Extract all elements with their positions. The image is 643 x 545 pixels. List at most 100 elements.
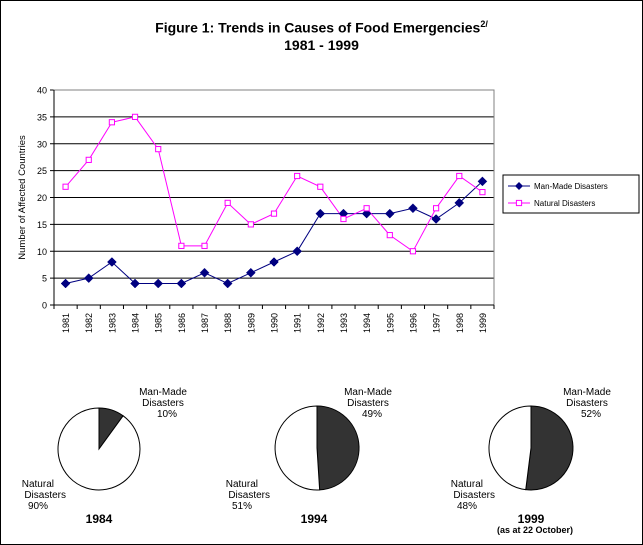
man-made-data-point (292, 246, 303, 257)
figure-title-text: Figure 1: Trends in Causes of Food Emerg… (155, 19, 481, 36)
y-tick-label: 35 (37, 112, 47, 122)
y-tick-label: 5 (42, 274, 47, 284)
pie-percent-man-made: 52% (581, 409, 601, 420)
y-tick-label: 30 (37, 139, 47, 149)
man-made-data-point (222, 278, 233, 289)
y-tick-label: 10 (37, 247, 47, 257)
pie-percent-man-made: 10% (157, 409, 177, 420)
natural-data-point (363, 205, 370, 212)
pie-charts: Man-MadeDisasters10%NaturalDisasters90%1… (22, 387, 612, 535)
y-axis-title: Number of Affected Countries (17, 135, 28, 260)
y-tick-label: 15 (37, 220, 47, 230)
pie-label-man-made: Man-Made (563, 387, 611, 398)
x-tick-label: 1991 (293, 313, 303, 333)
x-tick-label: 1982 (84, 313, 94, 333)
pie-label-man-made: Man-Made (344, 387, 392, 398)
x-tick-label: 1992 (316, 313, 326, 333)
natural-data-point (479, 189, 486, 196)
natural-data-point (340, 215, 347, 223)
x-tick-label: 1981 (61, 313, 71, 333)
pie-label-man-made: Disasters (142, 398, 184, 409)
figure-title-footnote: 2/ (480, 19, 488, 29)
natural-data-point (433, 205, 440, 212)
pie-year-label: 1984 (86, 512, 113, 526)
pie-slice-natural (274, 405, 321, 491)
x-tick-label: 1994 (362, 313, 372, 333)
pie-label-natural: Natural (22, 479, 54, 490)
x-tick-label: 1998 (455, 313, 465, 333)
x-tick-label: 1993 (339, 313, 349, 333)
pie-label-man-made: Disasters (347, 398, 389, 409)
natural-data-point (317, 183, 324, 190)
pie-label-natural: Disasters (228, 490, 270, 501)
natural-data-point (85, 156, 92, 163)
pie-label-man-made: Man-Made (139, 387, 187, 398)
pie-slice-natural (57, 407, 141, 491)
legend-box (502, 174, 640, 214)
x-tick-label: 1996 (408, 313, 418, 333)
natural-data-point (62, 183, 69, 190)
y-tick-label: 0 (42, 301, 47, 311)
x-tick-label: 1997 (432, 313, 442, 333)
man-made-data-point (477, 176, 488, 187)
legend-entry-label: Natural Disasters (534, 199, 595, 208)
chart-legend: Man-Made Disasters Natural Disasters (502, 174, 640, 214)
man-made-series-line (65, 181, 483, 285)
pie-percent-natural: 90% (28, 501, 48, 512)
natural-data-point (456, 172, 463, 180)
x-tick-label: 1983 (107, 313, 117, 333)
natural-data-point (131, 113, 139, 120)
x-tick-label: 1987 (200, 313, 210, 333)
man-made-data-point (199, 267, 210, 278)
man-made-data-point (245, 267, 256, 278)
x-tick-label: 1985 (154, 313, 164, 333)
pie-label-natural: Natural (226, 479, 258, 490)
legend-entry-label: Man-Made Disasters (534, 182, 608, 191)
y-tick-label: 20 (37, 193, 47, 203)
y-tick-label: 25 (37, 166, 47, 176)
man-made-data-point (107, 257, 117, 267)
pie-label-natural: Natural (451, 479, 483, 490)
natural-data-point (409, 248, 417, 255)
natural-data-point (224, 199, 231, 206)
pie-year-label: 1999 (518, 512, 545, 526)
x-tick-label: 1995 (385, 313, 395, 333)
man-made-data-point (384, 208, 395, 219)
x-tick-label: 1984 (131, 313, 141, 333)
natural-data-point (247, 221, 254, 228)
pie-slice-man-made (316, 405, 360, 491)
pie-label-man-made: Disasters (566, 398, 608, 409)
pie-slice-natural (488, 405, 532, 491)
man-made-data-point (60, 278, 71, 289)
pie-note: (as at 22 October) (497, 525, 573, 535)
x-tick-label: 1999 (478, 313, 488, 333)
legend-square-marker (515, 199, 523, 207)
pie-label-natural: Disasters (453, 490, 495, 501)
figure-title: Figure 1: Trends in Causes of Food Emerg… (0, 16, 643, 37)
pie-percent-natural: 48% (457, 501, 477, 512)
x-tick-label: 1989 (246, 313, 256, 333)
pie-percent-natural: 51% (232, 501, 252, 512)
man-made-data-point (315, 208, 326, 219)
natural-data-point (178, 242, 185, 249)
figure-title-block: Figure 1: Trends in Causes of Food Emerg… (0, 16, 643, 54)
legend-diamond-marker (515, 182, 523, 190)
natural-data-point (155, 146, 162, 153)
natural-series-line (65, 116, 483, 253)
man-made-data-point (361, 208, 372, 219)
figure-subtitle: 1981 - 1999 (284, 36, 359, 53)
man-made-data-point (269, 257, 279, 267)
y-tick-label: 40 (37, 86, 47, 96)
line-chart: 0 5 10 15 20 25 30 35 40 1981 1982 1983 1984 1985 1986… (17, 86, 495, 333)
natural-data-point (201, 242, 208, 249)
pie-slice-man-made (525, 405, 574, 491)
pie-percent-man-made: 49% (362, 409, 382, 420)
man-made-data-point (83, 273, 94, 283)
man-made-data-point (431, 214, 441, 224)
man-made-data-point (408, 203, 418, 214)
natural-data-point (108, 119, 115, 126)
man-made-data-point (454, 198, 465, 208)
natural-data-point (270, 210, 278, 217)
pie-year-label: 1994 (301, 512, 328, 526)
